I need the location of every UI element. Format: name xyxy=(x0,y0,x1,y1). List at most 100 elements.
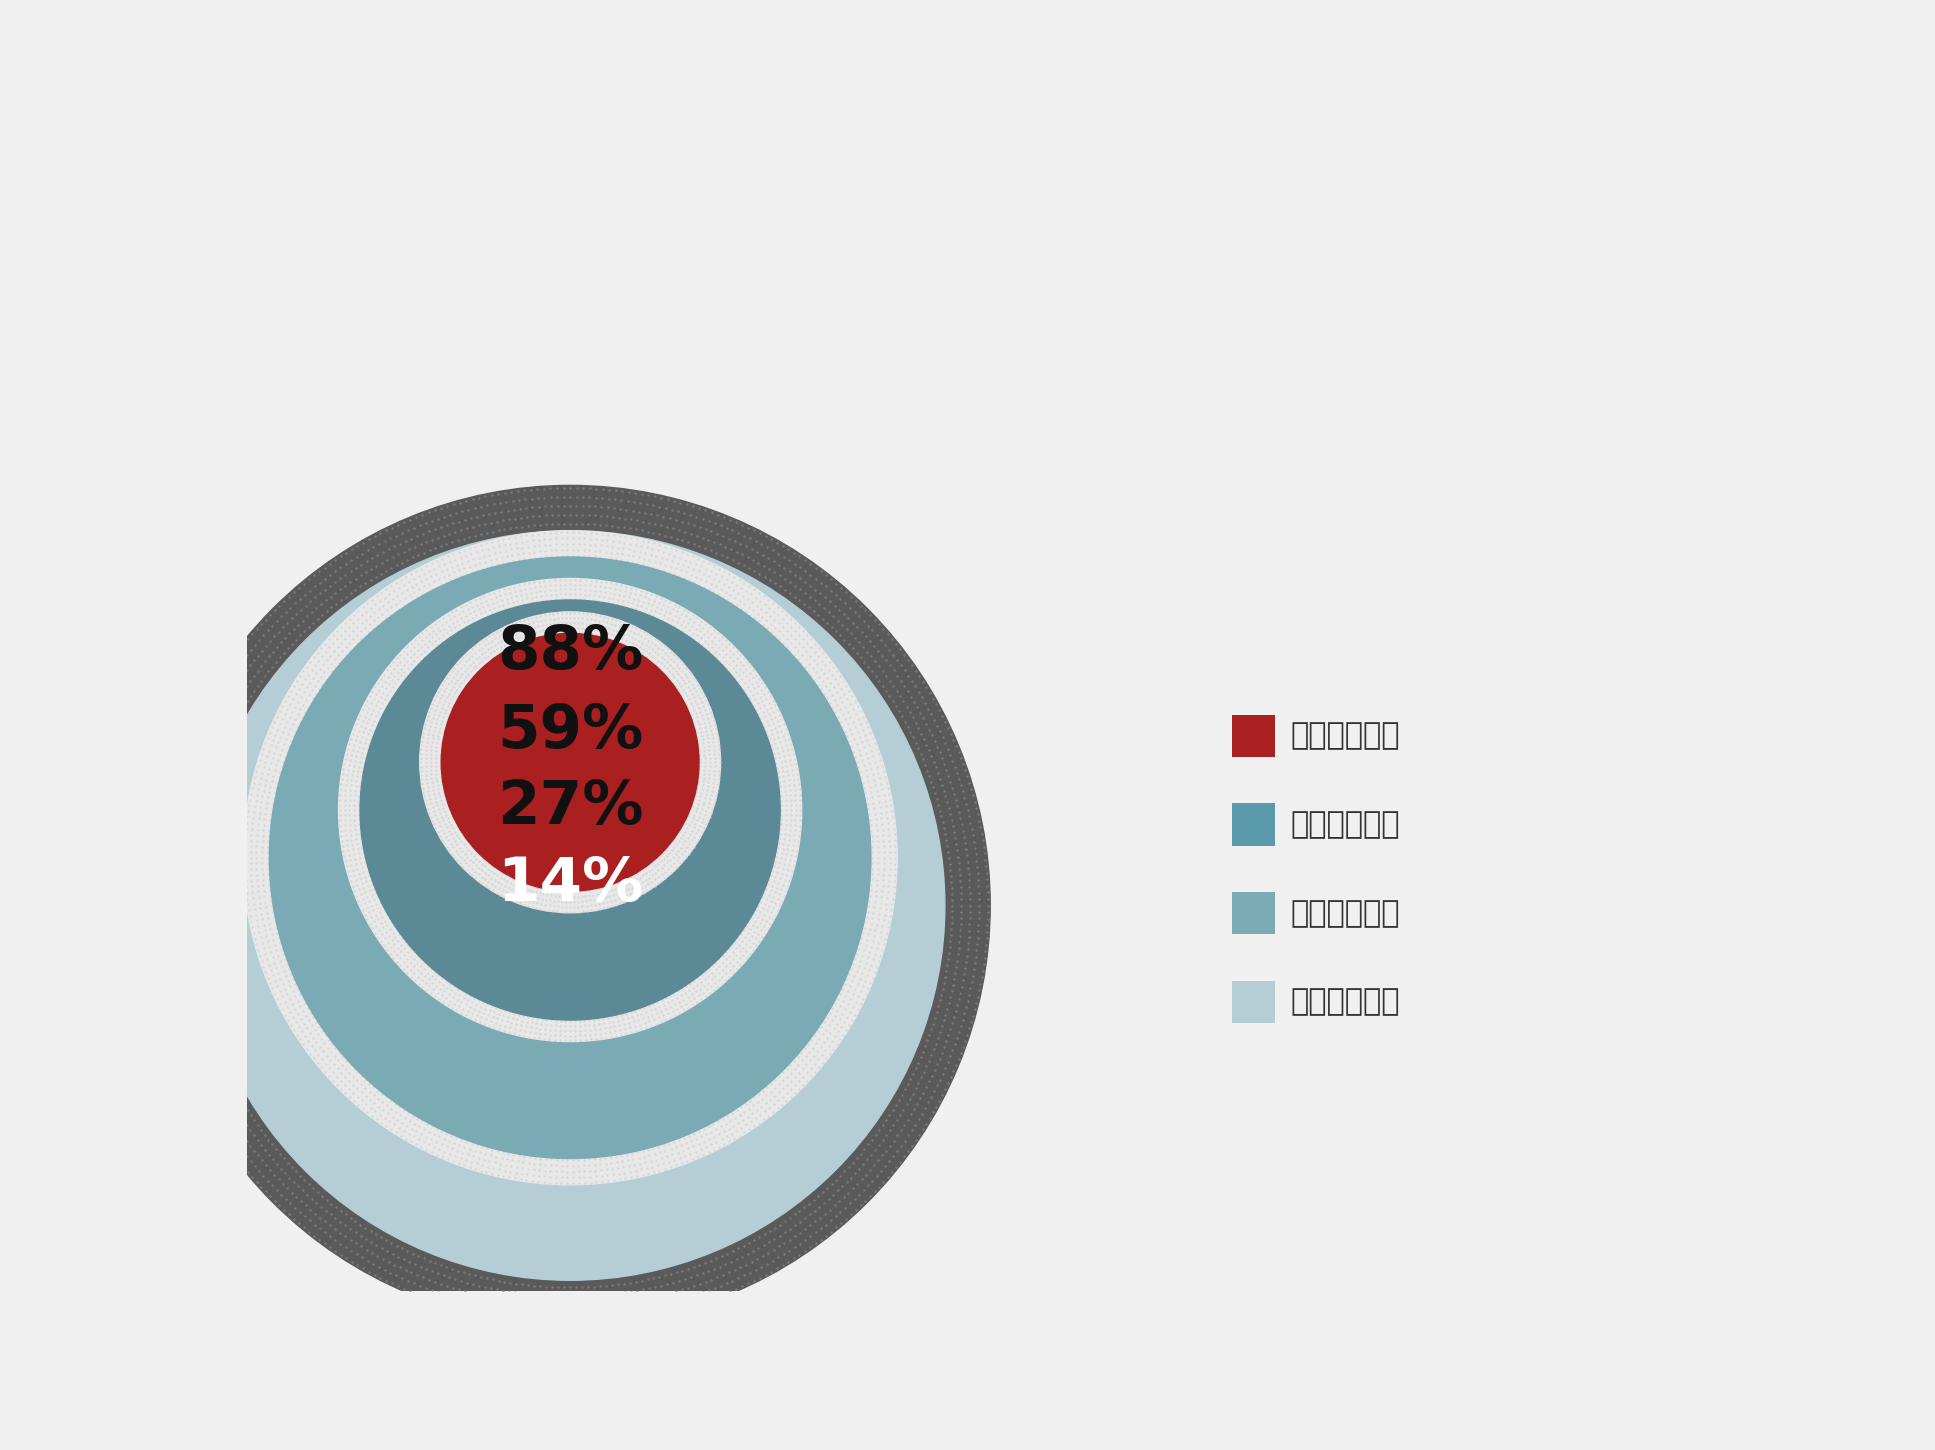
Point xyxy=(675,798,706,821)
Point xyxy=(236,829,267,853)
Point xyxy=(588,625,619,648)
Point xyxy=(755,1219,786,1243)
Point xyxy=(180,710,211,734)
Point xyxy=(474,625,505,648)
Point xyxy=(296,1014,327,1037)
Point xyxy=(250,1138,281,1161)
Point xyxy=(671,612,702,635)
Point xyxy=(842,972,873,995)
Point xyxy=(611,1143,642,1166)
Point xyxy=(526,887,557,911)
Point xyxy=(685,977,716,1000)
Point xyxy=(878,1114,909,1137)
Point xyxy=(155,900,186,924)
Point xyxy=(720,937,751,960)
Point xyxy=(693,796,724,819)
Point xyxy=(263,594,294,618)
Point xyxy=(424,802,455,825)
Point xyxy=(464,995,495,1018)
Point xyxy=(424,782,455,805)
Point xyxy=(670,840,700,863)
Point xyxy=(517,1169,548,1192)
Point xyxy=(451,1003,482,1027)
Point xyxy=(437,542,468,566)
Point xyxy=(443,660,474,683)
Point xyxy=(433,798,464,821)
Point xyxy=(461,1151,491,1174)
Point xyxy=(273,684,304,708)
Point xyxy=(383,1116,414,1140)
Point xyxy=(873,638,904,661)
Point xyxy=(331,850,362,873)
Point xyxy=(186,1047,217,1070)
Point xyxy=(687,728,718,751)
Point xyxy=(704,747,735,770)
Point xyxy=(292,605,323,628)
Point xyxy=(588,880,619,903)
Point xyxy=(416,742,447,766)
Point xyxy=(559,890,590,914)
Point xyxy=(201,670,232,693)
Point xyxy=(468,990,499,1014)
Point xyxy=(499,1289,530,1312)
Point xyxy=(611,1022,642,1045)
Point xyxy=(844,738,875,761)
Point xyxy=(728,1234,759,1257)
Point xyxy=(358,719,389,742)
Point xyxy=(671,1131,702,1154)
Point xyxy=(439,1267,470,1290)
Point xyxy=(422,1143,453,1166)
Point xyxy=(625,1157,656,1180)
Point xyxy=(766,608,797,631)
Point xyxy=(681,725,712,748)
Point xyxy=(393,592,424,615)
Point xyxy=(472,631,503,654)
Point xyxy=(739,1086,770,1109)
Point xyxy=(310,1024,341,1047)
Point xyxy=(172,887,203,911)
Point xyxy=(700,645,731,668)
Point xyxy=(217,1140,248,1163)
Point xyxy=(675,522,706,545)
Point xyxy=(888,644,919,667)
Point xyxy=(739,927,770,950)
Point xyxy=(464,486,495,509)
Point xyxy=(627,870,658,893)
Point xyxy=(774,768,805,792)
Point xyxy=(875,783,906,806)
Point xyxy=(478,645,509,668)
Point xyxy=(459,1292,490,1315)
Point xyxy=(176,1072,207,1095)
Point xyxy=(188,693,219,716)
Point xyxy=(439,622,470,645)
Point xyxy=(325,819,356,842)
Point xyxy=(333,753,364,776)
Point xyxy=(155,771,186,795)
Point xyxy=(536,1014,567,1037)
Point xyxy=(344,1224,375,1247)
Point xyxy=(873,1150,904,1173)
Point xyxy=(871,800,902,824)
Point xyxy=(937,906,968,929)
Point xyxy=(863,857,894,880)
Point xyxy=(383,667,414,690)
Point xyxy=(892,680,923,703)
Point xyxy=(228,695,259,718)
Point xyxy=(954,771,985,795)
Point xyxy=(428,505,459,528)
Point xyxy=(373,924,404,947)
Point xyxy=(759,1092,789,1115)
Point xyxy=(693,770,724,793)
Point xyxy=(573,879,604,902)
Point xyxy=(861,879,892,902)
Point xyxy=(389,1119,420,1143)
Point xyxy=(137,861,168,884)
Point xyxy=(617,870,648,893)
Point xyxy=(848,609,878,632)
Point xyxy=(625,618,656,641)
Point xyxy=(848,1179,878,1202)
Point xyxy=(770,842,801,866)
Point xyxy=(348,860,379,883)
Point xyxy=(476,860,507,883)
Point xyxy=(828,1022,859,1045)
